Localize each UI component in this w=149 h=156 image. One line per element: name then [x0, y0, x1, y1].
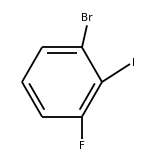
Text: I: I: [132, 58, 135, 68]
Text: F: F: [79, 141, 85, 151]
Text: Br: Br: [81, 13, 93, 23]
